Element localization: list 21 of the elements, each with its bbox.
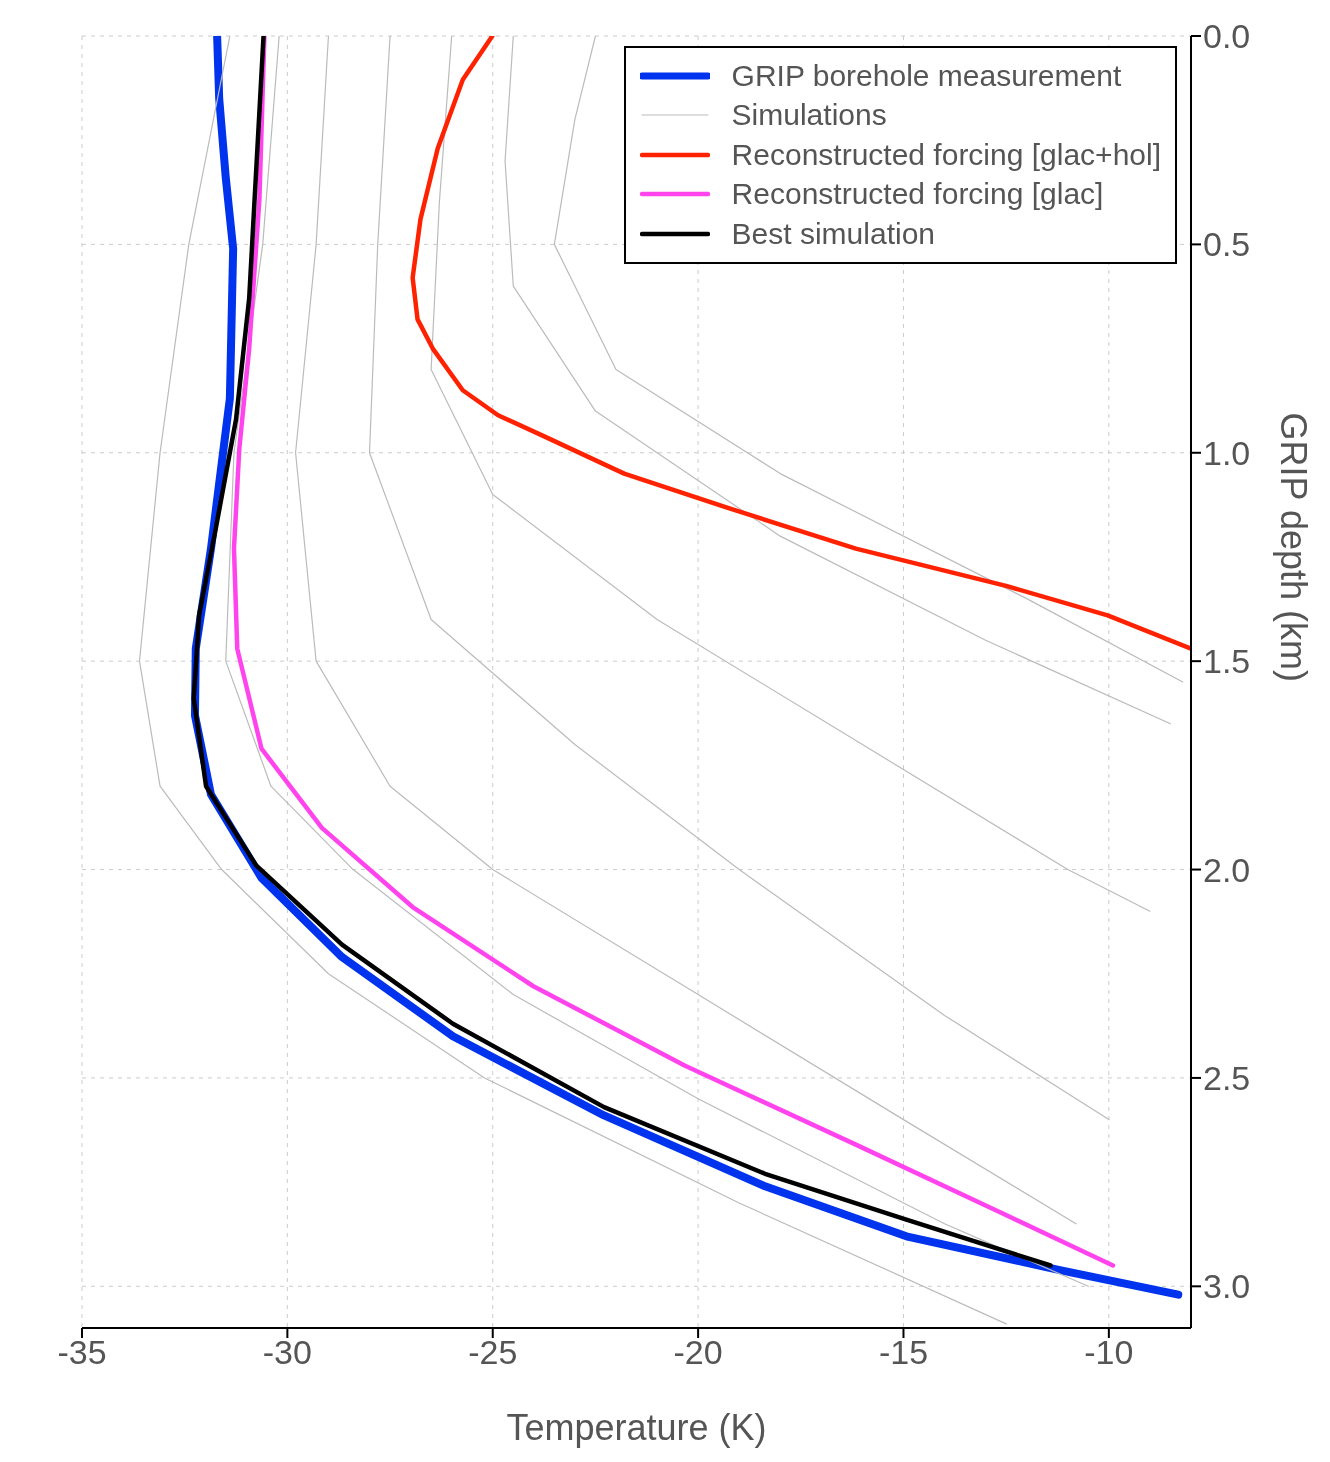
- x-tick-label: -10: [1084, 1333, 1134, 1372]
- x-axis-title: Temperature (K): [506, 1407, 767, 1448]
- x-tick-label: -35: [57, 1333, 107, 1372]
- x-tick-label: -25: [468, 1333, 518, 1372]
- legend-label: Reconstructed forcing [glac+hol]: [731, 137, 1161, 172]
- legend-label: Simulations: [731, 98, 887, 133]
- y-tick-label: 1.5: [1203, 642, 1251, 681]
- line-series: [410, 36, 1191, 651]
- y-tick-label: 0.0: [1203, 17, 1251, 56]
- x-tick-label: -20: [673, 1333, 723, 1372]
- y-tick-label: 0.5: [1203, 225, 1251, 264]
- legend-label: Best simulation: [731, 216, 936, 251]
- x-tick-label: -30: [262, 1333, 312, 1372]
- y-axis-title: GRIP depth (km): [1273, 412, 1315, 682]
- y-tick-label: 3.0: [1203, 1267, 1251, 1306]
- y-tick-label: 1.0: [1203, 433, 1251, 472]
- y-tick-label: 2.5: [1203, 1059, 1251, 1098]
- legend-label: GRIP borehole measurement: [731, 58, 1122, 93]
- legend-label: Reconstructed forcing [glac]: [731, 177, 1104, 212]
- x-tick-label: -15: [878, 1333, 929, 1372]
- y-tick-label: 2.0: [1203, 850, 1251, 889]
